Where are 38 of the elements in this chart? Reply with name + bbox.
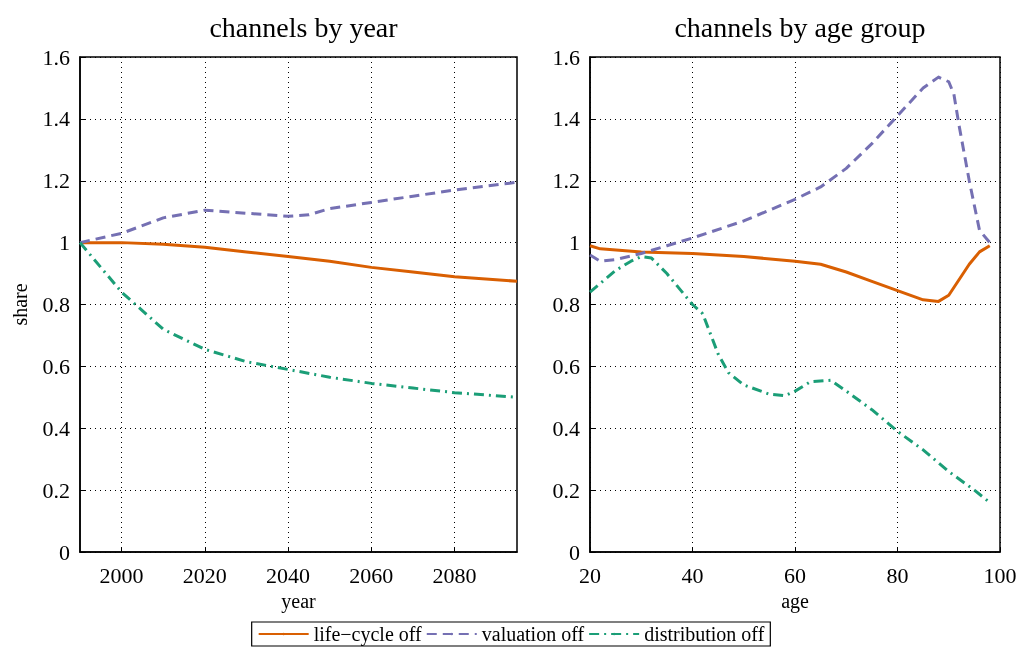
x-tick-label: 60 [784,562,806,588]
legend-label: life−cycle off [313,623,423,646]
x-tick-label: 2000 [99,562,144,588]
chart-title: channels by year [209,11,399,43]
y-tick-label: 0.4 [552,415,580,441]
legend-label: distribution off [644,623,765,645]
line-series [588,75,992,263]
chart-title: channels by age group [674,11,926,43]
x-tick-label: 2080 [432,562,477,588]
x-tick-label: 20 [579,562,601,588]
y-tick-label: 1.4 [42,106,70,132]
x-tick-label: 2060 [349,562,394,588]
y-tick-label: 0.2 [42,477,70,503]
y-tick-label: 0.4 [42,415,70,441]
y-axis-title: share [9,283,31,326]
y-tick-label: 1 [59,230,70,256]
y-tick-label: 0.6 [552,353,580,379]
y-tick-label: 1.2 [42,168,70,194]
legend-label: valuation off [481,623,585,645]
x-axis-title: age [781,589,809,613]
x-axis-title: year [281,589,317,613]
x-tick-label: 80 [886,562,909,588]
y-tick-label: 0.2 [552,477,580,503]
y-tick-label: 0 [59,539,70,565]
x-tick-label: 40 [681,562,704,588]
y-tick-label: 1.6 [552,44,580,70]
y-tick-label: 1.6 [42,44,70,70]
y-tick-label: 0.8 [42,292,70,317]
line-series [588,244,992,303]
y-tick-label: 0.6 [42,353,70,379]
y-tick-label: 1.2 [552,168,580,194]
x-tick-label: 2020 [182,562,227,588]
y-tick-label: 0.8 [552,292,580,317]
x-tick-label: 100 [983,562,1017,588]
y-tick-label: 1 [569,230,580,256]
x-tick-label: 2040 [266,562,311,588]
y-tick-label: 0 [569,539,580,565]
y-tick-label: 1.4 [552,106,580,132]
